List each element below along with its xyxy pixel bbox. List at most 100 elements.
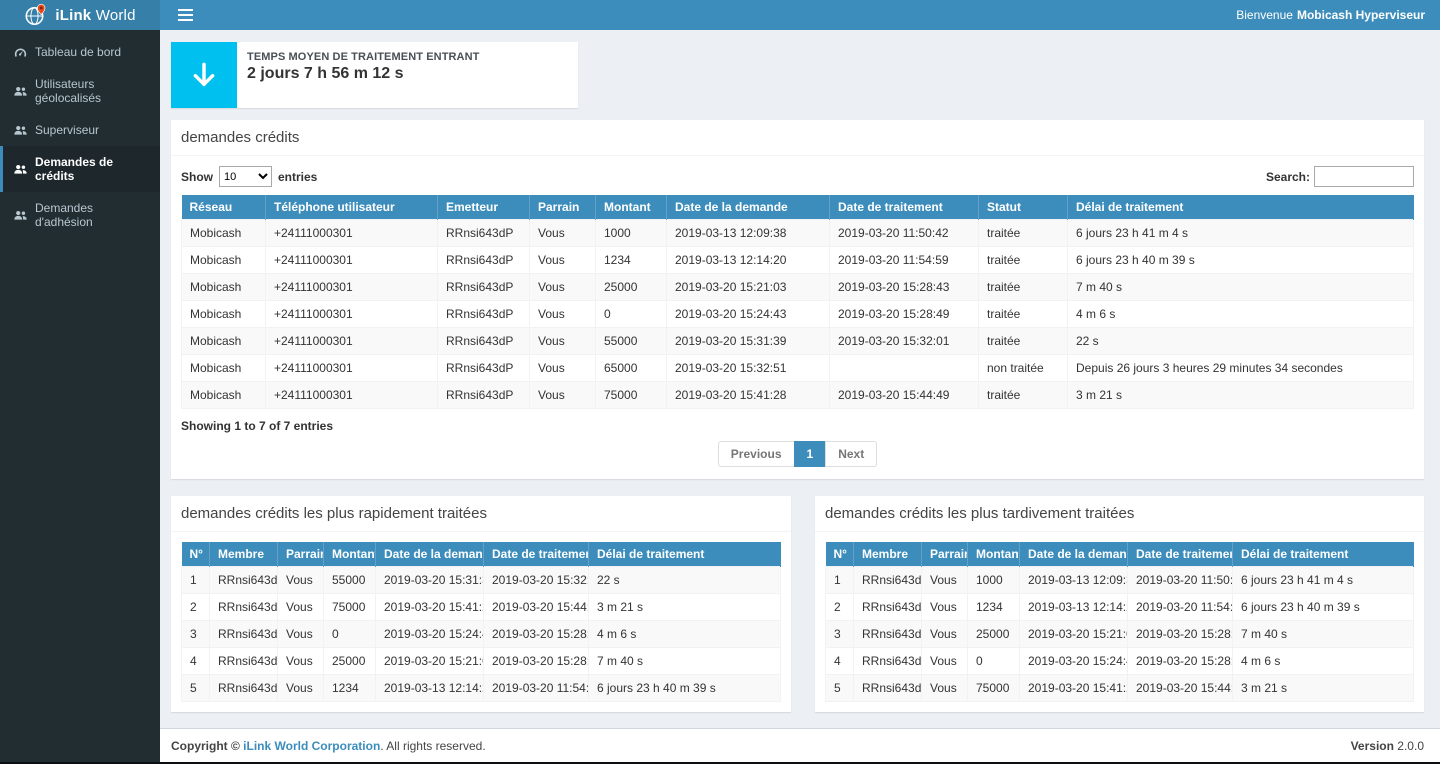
page-size-select[interactable]: 10 [219, 166, 272, 187]
table-cell: 3 m 21 s [589, 594, 781, 621]
table-cell: 2019-03-20 15:28:49 [1128, 648, 1233, 675]
sidebar-item-demandes-de-credits[interactable]: Demandes de crédits [0, 146, 160, 192]
brand-text: iLink World [55, 7, 135, 24]
pagination-next-button[interactable]: Next [825, 441, 877, 467]
column-header[interactable]: Membre [210, 542, 278, 567]
sidebar-item-tableau-de-bord[interactable]: Tableau de bord [0, 36, 160, 68]
column-header[interactable]: Parrain [530, 195, 596, 220]
table-row: 1RRnsi643dPVous10002019-03-13 12:09:3820… [826, 567, 1414, 594]
brand-logo[interactable]: iLink World [0, 0, 160, 30]
column-header[interactable]: Date de la demande [667, 195, 830, 220]
sidebar-item-utilisateurs-geolocalises[interactable]: Utilisateurs géolocalisés [0, 68, 160, 114]
table-cell: 2019-03-13 12:14:20 [376, 675, 484, 702]
column-header[interactable]: Délai de traitement [1068, 195, 1414, 220]
table-header-row: N°MembreParrainMontantDate de la demande… [826, 542, 1414, 567]
table-cell: 2019-03-20 15:31:39 [376, 567, 484, 594]
column-header[interactable]: N° [826, 542, 854, 567]
table-cell: 0 [596, 301, 667, 328]
show-label: Show [181, 170, 213, 184]
column-header[interactable]: Date de la demande [376, 542, 484, 567]
column-header[interactable]: Délai de traitement [1233, 542, 1414, 567]
users-icon [13, 163, 27, 176]
table-cell: Mobicash [182, 247, 266, 274]
table-cell: 2019-03-20 15:28:49 [830, 301, 979, 328]
table-cell: 2019-03-20 11:54:59 [830, 247, 979, 274]
table-cell: 2019-03-20 15:32:01 [484, 567, 589, 594]
table-cell: +24111000301 [266, 382, 438, 409]
table-cell: RRnsi643dP [854, 567, 922, 594]
table-cell: 3 m 21 s [1233, 675, 1414, 702]
column-header[interactable]: Date de traitement [1128, 542, 1233, 567]
sidebar-item-superviseur[interactable]: Superviseur [0, 114, 160, 146]
table-cell: RRnsi643dP [210, 675, 278, 702]
column-header[interactable]: Emetteur [438, 195, 530, 220]
table-cell: 2019-03-20 15:21:03 [1020, 621, 1128, 648]
table-cell: 2019-03-20 15:44:49 [1128, 675, 1233, 702]
table-row: 4RRnsi643dPVous02019-03-20 15:24:432019-… [826, 648, 1414, 675]
search-control: Search: [1266, 166, 1414, 187]
table-cell: 2019-03-20 11:50:42 [1128, 567, 1233, 594]
column-header[interactable]: Montant [596, 195, 667, 220]
users-icon [13, 124, 27, 137]
pagination-previous-button[interactable]: Previous [718, 441, 795, 467]
table-cell: 1000 [968, 567, 1020, 594]
column-header[interactable]: Parrain [922, 542, 968, 567]
column-header[interactable]: Date de traitement [830, 195, 979, 220]
table-cell: 6 jours 23 h 40 m 39 s [1068, 247, 1414, 274]
table-row: Mobicash+24111000301RRnsi643dPVous650002… [182, 355, 1414, 382]
column-header[interactable]: Date de la demande [1020, 542, 1128, 567]
column-header[interactable]: Réseau [182, 195, 266, 220]
column-header[interactable]: Montant [324, 542, 376, 567]
company-link[interactable]: iLink World Corporation [243, 739, 380, 753]
table-cell: Vous [530, 355, 596, 382]
table-cell: 2019-03-20 15:41:28 [1020, 675, 1128, 702]
column-header[interactable]: Date de traitement [484, 542, 589, 567]
table-cell: Vous [530, 247, 596, 274]
table-cell: Vous [922, 675, 968, 702]
table-header-row: N°MembreParrainMontantDate de la demande… [182, 542, 781, 567]
table-cell: 2019-03-20 15:44:49 [484, 594, 589, 621]
table-cell: 2019-03-20 15:32:51 [667, 355, 830, 382]
table-cell: 25000 [968, 621, 1020, 648]
table-cell: Vous [922, 621, 968, 648]
table-cell: 75000 [968, 675, 1020, 702]
table-cell: RRnsi643dP [854, 621, 922, 648]
column-header[interactable]: Parrain [278, 542, 324, 567]
table-cell [830, 355, 979, 382]
table-cell: Vous [278, 621, 324, 648]
column-header[interactable]: N° [182, 542, 210, 567]
table-cell: 1234 [596, 247, 667, 274]
stat-card-temps-moyen: TEMPS MOYEN DE TRAITEMENT ENTRANT 2 jour… [171, 42, 578, 108]
table-cell: RRnsi643dP [854, 648, 922, 675]
table-row: 5RRnsi643dPVous12342019-03-13 12:14:2020… [182, 675, 781, 702]
panel-tardivement-traitees: demandes crédits les plus tardivement tr… [815, 496, 1424, 712]
table-cell: Vous [278, 594, 324, 621]
panel-demandes-credits: demandes crédits Show 10 entries Search:… [171, 120, 1424, 479]
table-cell: 4 [182, 648, 210, 675]
table-cell: Mobicash [182, 274, 266, 301]
table-cell: Depuis 26 jours 3 heures 29 minutes 34 s… [1068, 355, 1414, 382]
table-cell: RRnsi643dP [854, 675, 922, 702]
table-cell: RRnsi643dP [210, 621, 278, 648]
table-cell: 22 s [589, 567, 781, 594]
table-cell: Mobicash [182, 355, 266, 382]
table-cell: RRnsi643dP [438, 355, 530, 382]
table-cell: non traitée [979, 355, 1068, 382]
sidebar-item-demandes-adhesion[interactable]: Demandes d'adhésion [0, 192, 160, 238]
search-input[interactable] [1314, 166, 1414, 187]
navbar-main: BienvenueMobicash Hyperviseur [160, 0, 1440, 30]
table-cell: 2019-03-20 15:28:43 [1128, 621, 1233, 648]
column-header[interactable]: Téléphone utilisateur [266, 195, 438, 220]
column-header[interactable]: Délai de traitement [589, 542, 781, 567]
table-row: 2RRnsi643dPVous12342019-03-13 12:14:2020… [826, 594, 1414, 621]
table-cell: 1000 [596, 220, 667, 247]
sidebar-toggle-button[interactable] [170, 3, 201, 27]
dashboard-icon [13, 46, 27, 59]
table-cell: 2019-03-13 12:14:20 [667, 247, 830, 274]
column-header[interactable]: Montant [968, 542, 1020, 567]
pagination-page-1-button[interactable]: 1 [794, 441, 827, 467]
table-cell: Vous [530, 328, 596, 355]
table-cell: 75000 [324, 594, 376, 621]
column-header[interactable]: Membre [854, 542, 922, 567]
column-header[interactable]: Statut [979, 195, 1068, 220]
